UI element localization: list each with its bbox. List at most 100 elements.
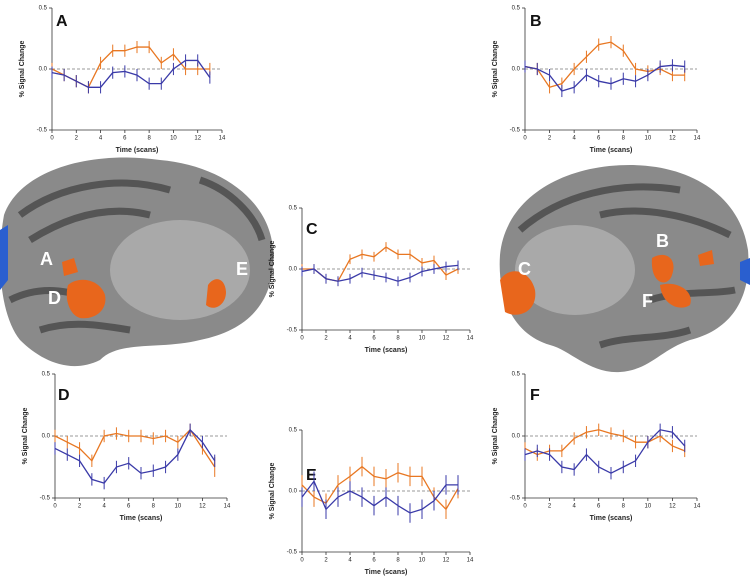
x-axis-label: Time (scans): [590, 147, 633, 154]
y-tick-label: 0.0: [512, 434, 521, 440]
x-tick-label: 0: [50, 136, 54, 142]
y-axis-label: % Signal Change: [22, 408, 29, 465]
x-tick-label: 10: [645, 504, 652, 510]
y-tick-label: 0.5: [512, 372, 521, 378]
y-tick-label: 0.5: [512, 6, 521, 12]
x-tick-label: 12: [669, 504, 676, 510]
series-line: [301, 465, 459, 511]
y-tick-label: 0.0: [39, 67, 48, 73]
panel-label: B: [530, 13, 542, 30]
y-tick-label: -0.5: [510, 128, 521, 134]
x-tick-label: 8: [396, 336, 400, 342]
x-tick-label: 6: [597, 504, 601, 510]
x-tick-label: 4: [102, 504, 106, 510]
x-tick-label: 8: [152, 504, 156, 510]
x-axis-label: Time (scans): [365, 347, 408, 354]
line-chart: -0.5 0.0 0.5 0 2 4 6 8 10 12 14 Time (scans) % Signa…: [269, 428, 474, 576]
y-axis-label: % Signal Change: [269, 241, 276, 298]
brain-right: B C F: [499, 165, 750, 373]
x-tick-label: 6: [127, 504, 131, 510]
series-line: [54, 428, 216, 484]
brain-label: C: [518, 259, 531, 279]
x-tick-label: 10: [170, 136, 177, 142]
line-chart: -0.5 0.0 0.5 0 2 4 6 8 10 12 14 Time (scans) % Signa…: [22, 372, 231, 522]
y-tick-label: 0.0: [512, 67, 521, 73]
x-axis-label: Time (scans): [116, 147, 159, 154]
brain-label: F: [642, 291, 653, 311]
x-tick-label: 0: [300, 558, 304, 564]
y-tick-label: -0.5: [287, 328, 298, 334]
y-axis-label: % Signal Change: [19, 41, 26, 98]
x-tick-label: 0: [300, 336, 304, 342]
series-line: [301, 479, 458, 514]
brain-label: E: [236, 259, 248, 279]
x-axis-label: Time (scans): [590, 515, 633, 522]
x-tick-label: 14: [694, 504, 701, 510]
y-tick-label: -0.5: [510, 496, 521, 502]
y-tick-label: -0.5: [37, 128, 48, 134]
y-axis-label: % Signal Change: [492, 41, 499, 98]
line-chart: -0.5 0.0 0.5 0 2 4 6 8 10 12 14 Time (scans) % Signa…: [269, 206, 474, 354]
x-tick-label: 4: [572, 504, 576, 510]
x-axis-label: Time (scans): [365, 569, 408, 576]
series-line: [51, 59, 211, 88]
brain-left: A D E: [0, 157, 274, 367]
y-tick-label: 0.0: [42, 434, 51, 440]
y-tick-label: 0.5: [42, 372, 51, 378]
x-tick-label: 12: [443, 558, 450, 564]
x-tick-label: 2: [548, 504, 552, 510]
x-tick-label: 0: [53, 504, 57, 510]
x-tick-label: 14: [467, 558, 474, 564]
line-chart: -0.5 0.0 0.5 0 2 4 6 8 10 12 14 Time (scans) % Signa…: [19, 6, 226, 154]
x-tick-label: 14: [219, 136, 226, 142]
x-tick-label: 4: [99, 136, 103, 142]
panel-label: E: [306, 467, 317, 484]
x-tick-label: 6: [372, 558, 376, 564]
x-tick-label: 12: [194, 136, 201, 142]
x-tick-label: 6: [123, 136, 127, 142]
brain-label: A: [40, 249, 53, 269]
panel-label: A: [56, 13, 68, 30]
x-tick-label: 8: [396, 558, 400, 564]
x-tick-label: 12: [669, 136, 676, 142]
y-tick-label: 0.5: [39, 6, 48, 12]
x-tick-label: 4: [348, 558, 352, 564]
x-tick-label: 12: [443, 336, 450, 342]
x-tick-label: 10: [175, 504, 182, 510]
y-tick-label: 0.5: [289, 206, 298, 212]
x-tick-label: 14: [467, 336, 474, 342]
panel-label: F: [530, 387, 540, 404]
y-tick-label: -0.5: [287, 550, 298, 556]
x-tick-label: 8: [147, 136, 151, 142]
y-tick-label: 0.0: [289, 489, 298, 495]
series-line: [524, 429, 686, 474]
x-tick-label: 8: [622, 136, 626, 142]
x-tick-label: 0: [523, 136, 527, 142]
series-line: [301, 264, 459, 282]
y-tick-label: -0.5: [40, 496, 51, 502]
x-tick-label: 2: [548, 136, 552, 142]
x-tick-label: 2: [75, 136, 79, 142]
panel-label: D: [58, 387, 70, 404]
x-tick-label: 2: [324, 558, 328, 564]
y-axis-label: % Signal Change: [492, 408, 499, 465]
x-tick-label: 14: [224, 504, 231, 510]
series-line: [524, 41, 685, 89]
x-tick-label: 10: [645, 136, 652, 142]
x-tick-label: 4: [348, 336, 352, 342]
panel-label: C: [306, 221, 318, 238]
brain-label: D: [48, 288, 61, 308]
x-axis-label: Time (scans): [120, 515, 163, 522]
x-tick-label: 2: [324, 336, 328, 342]
x-tick-label: 4: [572, 136, 576, 142]
y-tick-label: 0.5: [289, 428, 298, 434]
y-tick-label: 0.0: [289, 267, 298, 273]
brain-label: B: [656, 231, 669, 251]
series-line: [54, 428, 216, 468]
x-tick-label: 0: [523, 504, 527, 510]
x-tick-label: 10: [419, 336, 426, 342]
x-tick-label: 6: [372, 336, 376, 342]
x-tick-label: 6: [597, 136, 601, 142]
line-chart: -0.5 0.0 0.5 0 2 4 6 8 10 12 14 Time (scans) % Signa…: [492, 372, 701, 522]
